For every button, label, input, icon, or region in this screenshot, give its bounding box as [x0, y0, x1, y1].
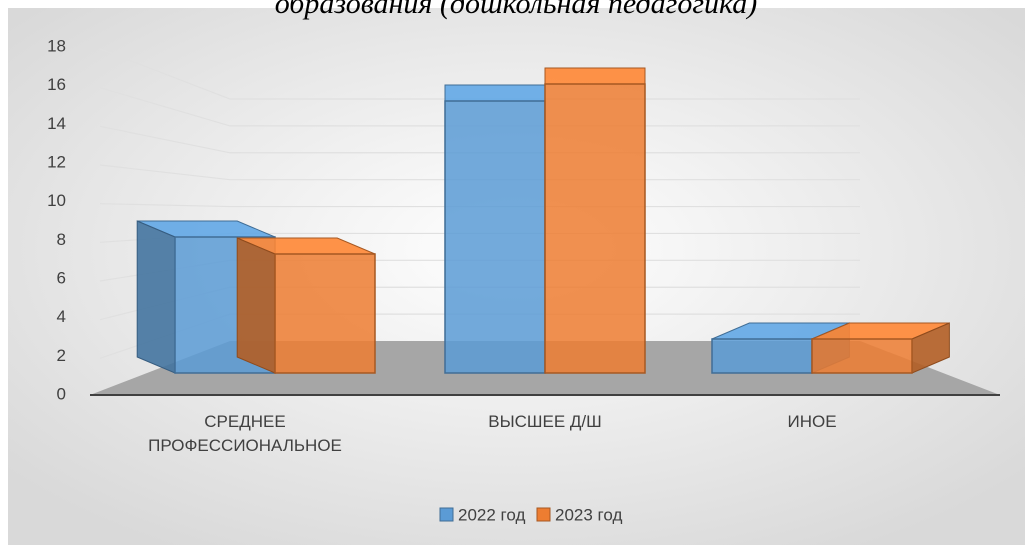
bar-top — [544, 67, 646, 85]
bar-side — [236, 237, 276, 374]
x-tick-label: ИНОЕ — [787, 412, 837, 431]
bar — [711, 338, 813, 374]
bar — [444, 100, 546, 374]
chart-title: образования (дошкольная педагогика) — [275, 0, 758, 20]
bar — [544, 83, 646, 374]
legend-label: 2023 год — [555, 505, 622, 524]
grid-line — [99, 164, 860, 181]
y-tick-label: 2 — [57, 346, 66, 365]
y-tick-label: 0 — [57, 384, 66, 403]
x-tick-label: СРЕДНЕЕ ПРОФЕССИОНАЛЬНОЕ — [148, 412, 342, 455]
legend-label: 2022 год — [458, 505, 525, 524]
bar-top — [444, 84, 546, 102]
grid-line — [99, 87, 860, 127]
y-tick-label: 6 — [57, 268, 66, 287]
grid-line — [99, 125, 860, 154]
y-tick-label: 18 — [47, 36, 66, 55]
grid-line — [99, 48, 860, 100]
bar — [811, 338, 913, 374]
y-tick-label: 12 — [47, 152, 66, 171]
x-tick-label: ВЫСШЕЕ Д/Ш — [488, 412, 602, 431]
y-tick-label: 16 — [47, 75, 66, 94]
y-tick-label: 14 — [47, 114, 66, 133]
y-tick-label: 4 — [57, 307, 66, 326]
legend-swatch — [536, 507, 551, 522]
y-tick-label: 8 — [57, 230, 66, 249]
bar — [274, 253, 376, 374]
bar-side — [136, 220, 176, 374]
legend-swatch — [439, 507, 454, 522]
y-tick-label: 10 — [47, 191, 66, 210]
grid-line — [99, 203, 860, 208]
